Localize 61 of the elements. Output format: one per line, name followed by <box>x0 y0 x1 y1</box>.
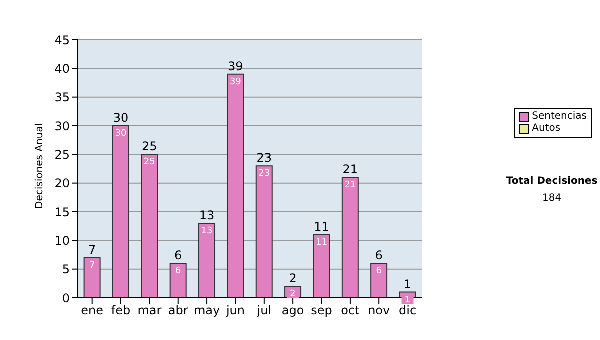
y-tick-label: 5 <box>62 262 70 277</box>
x-tick-label: dic <box>399 304 417 318</box>
x-tick-label: jul <box>256 304 272 318</box>
legend-label: Autos <box>532 123 561 135</box>
y-tick-label: 25 <box>54 148 70 162</box>
data-label: 39 <box>230 77 242 88</box>
total-label: 39 <box>228 59 244 74</box>
total-label: 30 <box>113 111 129 125</box>
data-label: 2 <box>290 290 296 300</box>
bar <box>141 154 158 298</box>
data-label: 30 <box>115 129 127 139</box>
bar <box>112 126 130 298</box>
total-label: 6 <box>375 248 383 263</box>
bar <box>170 263 187 298</box>
legend-label: Sentencias <box>532 111 587 123</box>
data-label: 11 <box>316 238 328 248</box>
data-label: 7 <box>89 260 96 271</box>
total-label: 7 <box>88 242 96 257</box>
total-label: 21 <box>342 162 358 177</box>
y-axis-title: Decisiones Anual <box>34 123 46 209</box>
x-tick-label: oct <box>341 304 360 318</box>
x-tick-label: abr <box>168 304 188 318</box>
total-label: 2 <box>289 272 297 286</box>
y-tick-label: 0 <box>62 291 70 306</box>
total-label: 23 <box>256 151 272 166</box>
y-tick-label: 10 <box>54 234 70 248</box>
data-label: 6 <box>175 266 182 277</box>
bar <box>198 222 216 298</box>
total-label: 13 <box>199 208 215 222</box>
text: 184 <box>541 193 563 204</box>
y-tick-label: 45 <box>54 33 70 48</box>
total-label: 25 <box>142 140 158 154</box>
x-tick-label: jun <box>225 304 245 318</box>
bar <box>342 177 359 298</box>
y-tick-label: 40 <box>54 62 70 76</box>
bar <box>84 257 101 298</box>
data-label: 21 <box>344 180 356 191</box>
x-tick-label: ene <box>81 304 104 318</box>
y-tick-label: 15 <box>54 205 70 220</box>
data-label: 1 <box>404 277 412 292</box>
bar <box>370 263 388 298</box>
x-tick-label: sep <box>311 304 332 318</box>
text: Total Decisiones <box>505 176 599 187</box>
bar <box>227 74 244 298</box>
total-label: 1 <box>404 295 411 306</box>
data-label: 6 <box>376 266 382 277</box>
bar <box>256 166 273 298</box>
data-label: 25 <box>144 158 156 168</box>
x-tick-label: nov <box>368 304 390 318</box>
y-tick-label: 35 <box>54 90 70 105</box>
data-label: 13 <box>201 226 213 236</box>
x-tick-label: may <box>194 304 220 318</box>
x-tick-label: ago <box>282 304 304 318</box>
x-tick-label: mar <box>138 304 162 318</box>
bar <box>313 234 330 298</box>
x-tick-label: feb <box>111 304 131 318</box>
total-label: 11 <box>314 220 330 234</box>
y-tick-label: 30 <box>54 119 70 134</box>
y-tick-label: 20 <box>54 176 70 191</box>
data-label: 23 <box>258 169 270 180</box>
total-label: 6 <box>174 248 182 263</box>
